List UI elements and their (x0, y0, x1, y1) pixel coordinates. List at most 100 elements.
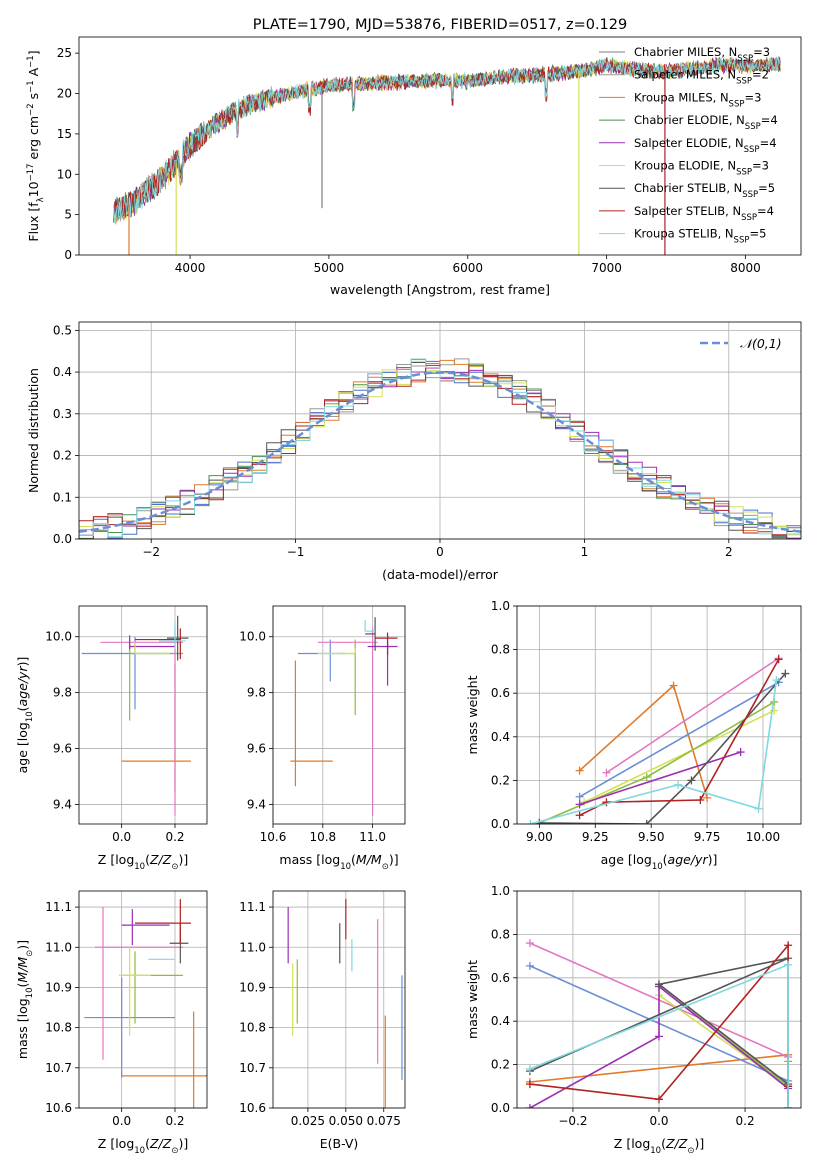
weight-marker (602, 768, 611, 777)
x-tick-label: 7000 (591, 261, 622, 275)
frame-spectrum: 4000 5000 6000 7000 8000 0 5 10 15 20 25 (57, 36, 802, 275)
x-axis-label-weight_vs_Z: Z [log10(Z/Z⊙)] (614, 1136, 704, 1156)
x-tick-label: 10.8 (309, 830, 336, 844)
y-tick-label: 9.8 (53, 686, 72, 700)
axes-frame (272, 890, 406, 1109)
x-tick-label: 1 (581, 545, 589, 559)
weight-line (579, 681, 779, 798)
y-tick-label: 1.0 (491, 884, 510, 898)
x-tick-label: −2 (142, 545, 160, 559)
y-tick-label: 10.6 (45, 1101, 72, 1115)
y-tick-label: 9.6 (247, 742, 266, 756)
x-axis-label-residuals: (data-model)/error (382, 567, 499, 582)
legend-label: Salpeter STELIB, NSSP=4 (634, 204, 774, 223)
y-tick-label: 0.4 (491, 1014, 510, 1028)
weight-marker (575, 811, 584, 820)
y-tick-label: 10 (57, 167, 72, 181)
legend-label: Salpeter MILES, NSSP=2 (634, 68, 769, 87)
axes-age_vs_mass: 10.6 10.8 11.0 9.4 9.6 9.8 10.0 (239, 605, 406, 844)
plot-area-weight_vs_age (526, 654, 790, 824)
weight-marker (525, 961, 534, 970)
plot-area-mass_vs_Z (84, 899, 207, 1108)
x-axis-label-age_vs_mass: mass [log10(M/M⊙)] (279, 852, 398, 872)
y-tick-label: 10.6 (239, 1101, 266, 1115)
weight-marker (736, 748, 745, 757)
weight-marker (703, 793, 712, 802)
x-tick-label: 0.0 (112, 1114, 131, 1128)
x-tick-label: 0.2 (736, 1114, 755, 1128)
x-tick-label: 9.50 (638, 830, 665, 844)
x-axis-label-mass_vs_ebv: E(B-V) (320, 1136, 359, 1151)
legend-label: 𝒩(0,1) (740, 336, 782, 351)
weight-marker (784, 960, 793, 969)
axes-weight_vs_age: 9.00 9.25 9.50 9.75 10.00 0.0 0.2 0.4 0.6 0.8 1.0 (491, 599, 802, 844)
weight-line (539, 673, 786, 824)
x-tick-label: 4000 (175, 261, 206, 275)
y-tick-label: 11.0 (239, 940, 266, 954)
axes-frame (78, 890, 208, 1109)
legend-spectrum: Chabrier MILES, NSSP=3 Salpeter MILES, NS… (599, 45, 778, 246)
spectrum-line (113, 57, 781, 226)
weight-marker (642, 773, 651, 782)
x-tick-label: 0.050 (329, 1114, 363, 1128)
x-tick-label: 10.6 (260, 830, 287, 844)
weight-marker (526, 820, 535, 824)
legend-label: Chabrier STELIB, NSSP=5 (634, 181, 775, 200)
y-tick-label: 0 (64, 248, 72, 262)
x-tick-label: 2 (725, 545, 733, 559)
x-tick-label: 11.0 (359, 830, 386, 844)
figure-title: PLATE=1790, MJD=53876, FIBERID=0517, z=0… (253, 17, 627, 33)
x-tick-label: 0.0 (649, 1114, 668, 1128)
weight-line (530, 679, 778, 824)
legend-label: Kroupa ELODIE, NSSP=3 (634, 159, 769, 178)
weight-marker (784, 1104, 793, 1108)
frame-mass_vs_ebv: 0.025 0.050 0.075 10.6 10.7 10.8 10.9 11.0 11.1 (239, 890, 406, 1128)
y-tick-label: 0.8 (491, 643, 510, 657)
weight-marker (525, 1064, 534, 1073)
y-tick-label: 11.1 (239, 900, 266, 914)
frame-age_vs_mass: 10.6 10.8 11.0 9.4 9.6 9.8 10.0 (239, 605, 406, 844)
y-tick-label: 0.2 (491, 773, 510, 787)
x-tick-label: 8000 (730, 261, 761, 275)
y-tick-label: 11.1 (45, 900, 72, 914)
legend-label: Kroupa MILES, NSSP=3 (634, 90, 761, 109)
weight-line (605, 657, 780, 774)
y-axis-label-weight_vs_age: mass weight (465, 675, 480, 754)
x-tick-label: 0.2 (165, 830, 184, 844)
weight-marker (754, 804, 763, 813)
weight-marker (575, 792, 584, 801)
gaussian-curve (79, 371, 801, 533)
weight-marker (772, 676, 781, 685)
y-tick-label: 0.3 (53, 407, 72, 421)
y-tick-label: 0.1 (53, 490, 72, 504)
weight-line (529, 1054, 789, 1083)
x-tick-label: 5000 (314, 261, 345, 275)
y-tick-label: 1.0 (491, 599, 510, 613)
weight-marker (696, 796, 705, 805)
axes-weight_vs_Z: −0.2 0.0 0.2 0.0 0.2 0.4 0.6 0.8 1.0 (491, 884, 802, 1128)
x-tick-label: −1 (287, 545, 305, 559)
y-tick-label: 0.2 (53, 449, 72, 463)
y-axis-label-weight_vs_Z: mass weight (465, 960, 480, 1039)
y-tick-label: 10.8 (45, 1021, 72, 1035)
weight-marker (525, 1104, 534, 1108)
weight-marker (575, 766, 584, 775)
x-tick-label: 9.75 (694, 830, 721, 844)
weight-marker (687, 776, 696, 785)
axes-frame (78, 605, 208, 825)
legend-label: Kroupa STELIB, NSSP=5 (634, 227, 766, 246)
x-axis-label-mass_vs_Z: Z [log10(Z/Z⊙)] (98, 1136, 188, 1156)
frame-weight_vs_Z: −0.2 0.0 0.2 0.0 0.2 0.4 0.6 0.8 1.0 (491, 884, 802, 1128)
y-tick-label: 9.4 (247, 797, 266, 811)
y-tick-label: 10.7 (239, 1061, 266, 1075)
y-tick-label: 0.4 (491, 730, 510, 744)
x-tick-label: −0.2 (558, 1114, 587, 1128)
weight-marker (655, 1095, 663, 1104)
x-tick-label: 10.00 (746, 830, 780, 844)
y-tick-label: 9.6 (53, 742, 72, 756)
x-axis-label-spectrum: wavelength [Angstrom, rest frame] (330, 282, 550, 297)
x-tick-label: 0.025 (291, 1114, 325, 1128)
axes-residuals: −2 −1 0 1 2 0.0 0.1 0.2 0.3 0.4 0.5 (53, 321, 802, 559)
weight-marker (784, 941, 793, 950)
y-axis-label-spectrum: Flux [fλ10−17 erg cm−2 s−1 A−1] (26, 50, 46, 241)
